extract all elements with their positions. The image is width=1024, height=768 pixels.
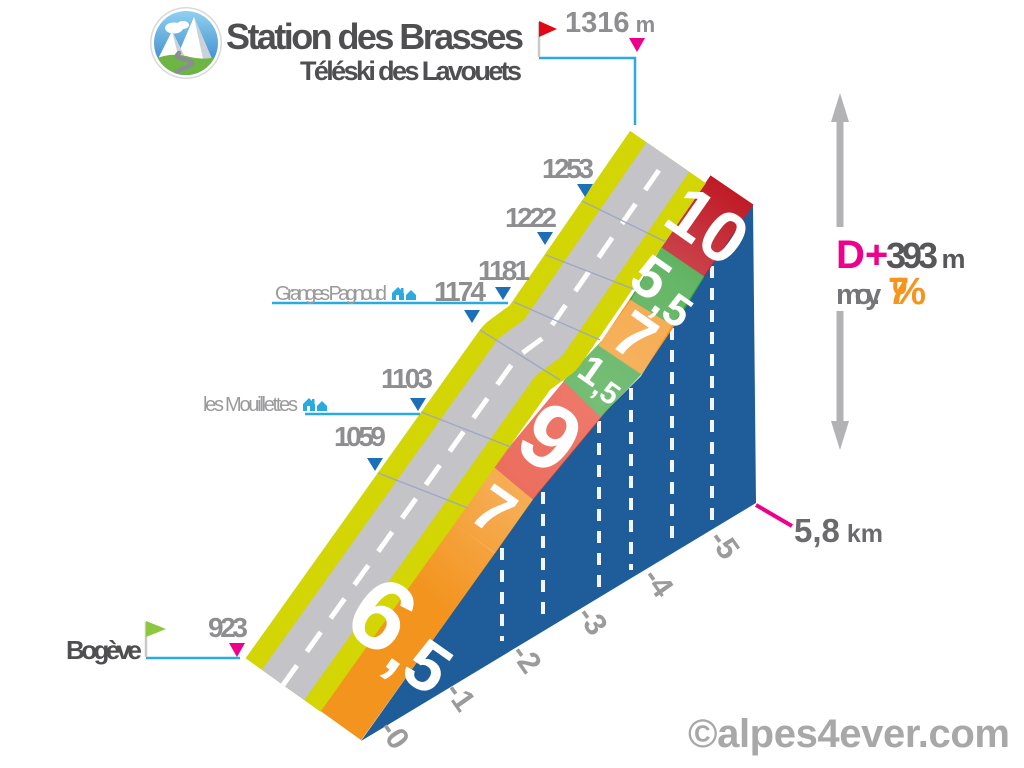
summit-arrow-icon [629,38,645,52]
elevation-label: 1103 [381,363,433,394]
elevation-label: 1253 [542,153,594,184]
triangle-marker-icon [537,232,553,245]
road-center-line [280,155,671,687]
start-arrow-icon [229,643,245,657]
summit-connector-line [539,56,637,125]
elevation-gain-arrow-icon [831,93,849,450]
waypoints: Granges Pagnoud les Mouillettes [203,283,508,416]
page-title: Station des Brasses [226,16,524,57]
wall-km-dashed-lines [500,266,714,641]
triangle-marker-icon [464,310,480,323]
houses-icon [392,287,416,300]
header: Station des Brasses Téléski des Lavouets [150,7,524,86]
elevation-label: 1222 [505,202,557,233]
houses-icon [303,398,327,411]
summit-marker: 1316 m [537,7,655,125]
watermark: ©alpes4ever.com [688,712,1010,756]
road-ribbon [245,130,706,712]
distance-callout: 5,8 km [754,503,883,549]
avg-value: 7% [888,271,926,313]
elevation-label: 1181 [478,255,530,286]
station-logo-icon [150,7,222,79]
triangle-marker-icon [495,287,511,300]
elevation-mark-1103: 1103 [381,363,433,411]
summit-elevation-label: 1316 m [565,7,655,39]
elevation-label: 1059 [334,421,386,452]
stats-block: D+ 393 m moy. 7% [831,93,965,450]
triangle-marker-icon [410,398,426,411]
wall-face [361,205,756,741]
summit-flag-icon [539,21,557,37]
start-elevation-label: 923 [208,612,248,643]
waypoint-les-mouillettes: les Mouillettes [203,394,420,416]
triangle-marker-icon [577,184,593,197]
elevation-mark-1181: 1181 [478,255,530,300]
waypoint-granges-pagnoud: Granges Pagnoud [272,283,508,305]
waypoint-name-label: les Mouillettes [203,394,298,416]
start-marker: Bogève 923 [66,612,248,665]
distance-pointer-line [754,503,794,528]
elevation-wall [361,205,756,741]
dplus-label: D+ [836,233,888,277]
elevation-mark-1253: 1253 [542,153,594,197]
avg-label: moy. [836,279,881,311]
page-subtitle: Téléski des Lavouets [300,56,522,86]
elevation-mark-1059: 1059 [334,421,386,471]
start-name-label: Bogève [66,635,142,665]
elevation-mark-1222: 1222 [505,202,557,245]
km-tick-5: -5 [702,523,746,566]
triangle-marker-icon [367,458,383,471]
elevation-mark-1174: 1174 [434,276,486,323]
distance-label: 5,8 km [794,512,883,549]
dplus-value: 393 m [886,235,965,276]
start-flag-icon [146,621,166,637]
waypoint-name-label: Granges Pagnoud [275,283,387,305]
road-km-boundary-lines [377,200,667,509]
